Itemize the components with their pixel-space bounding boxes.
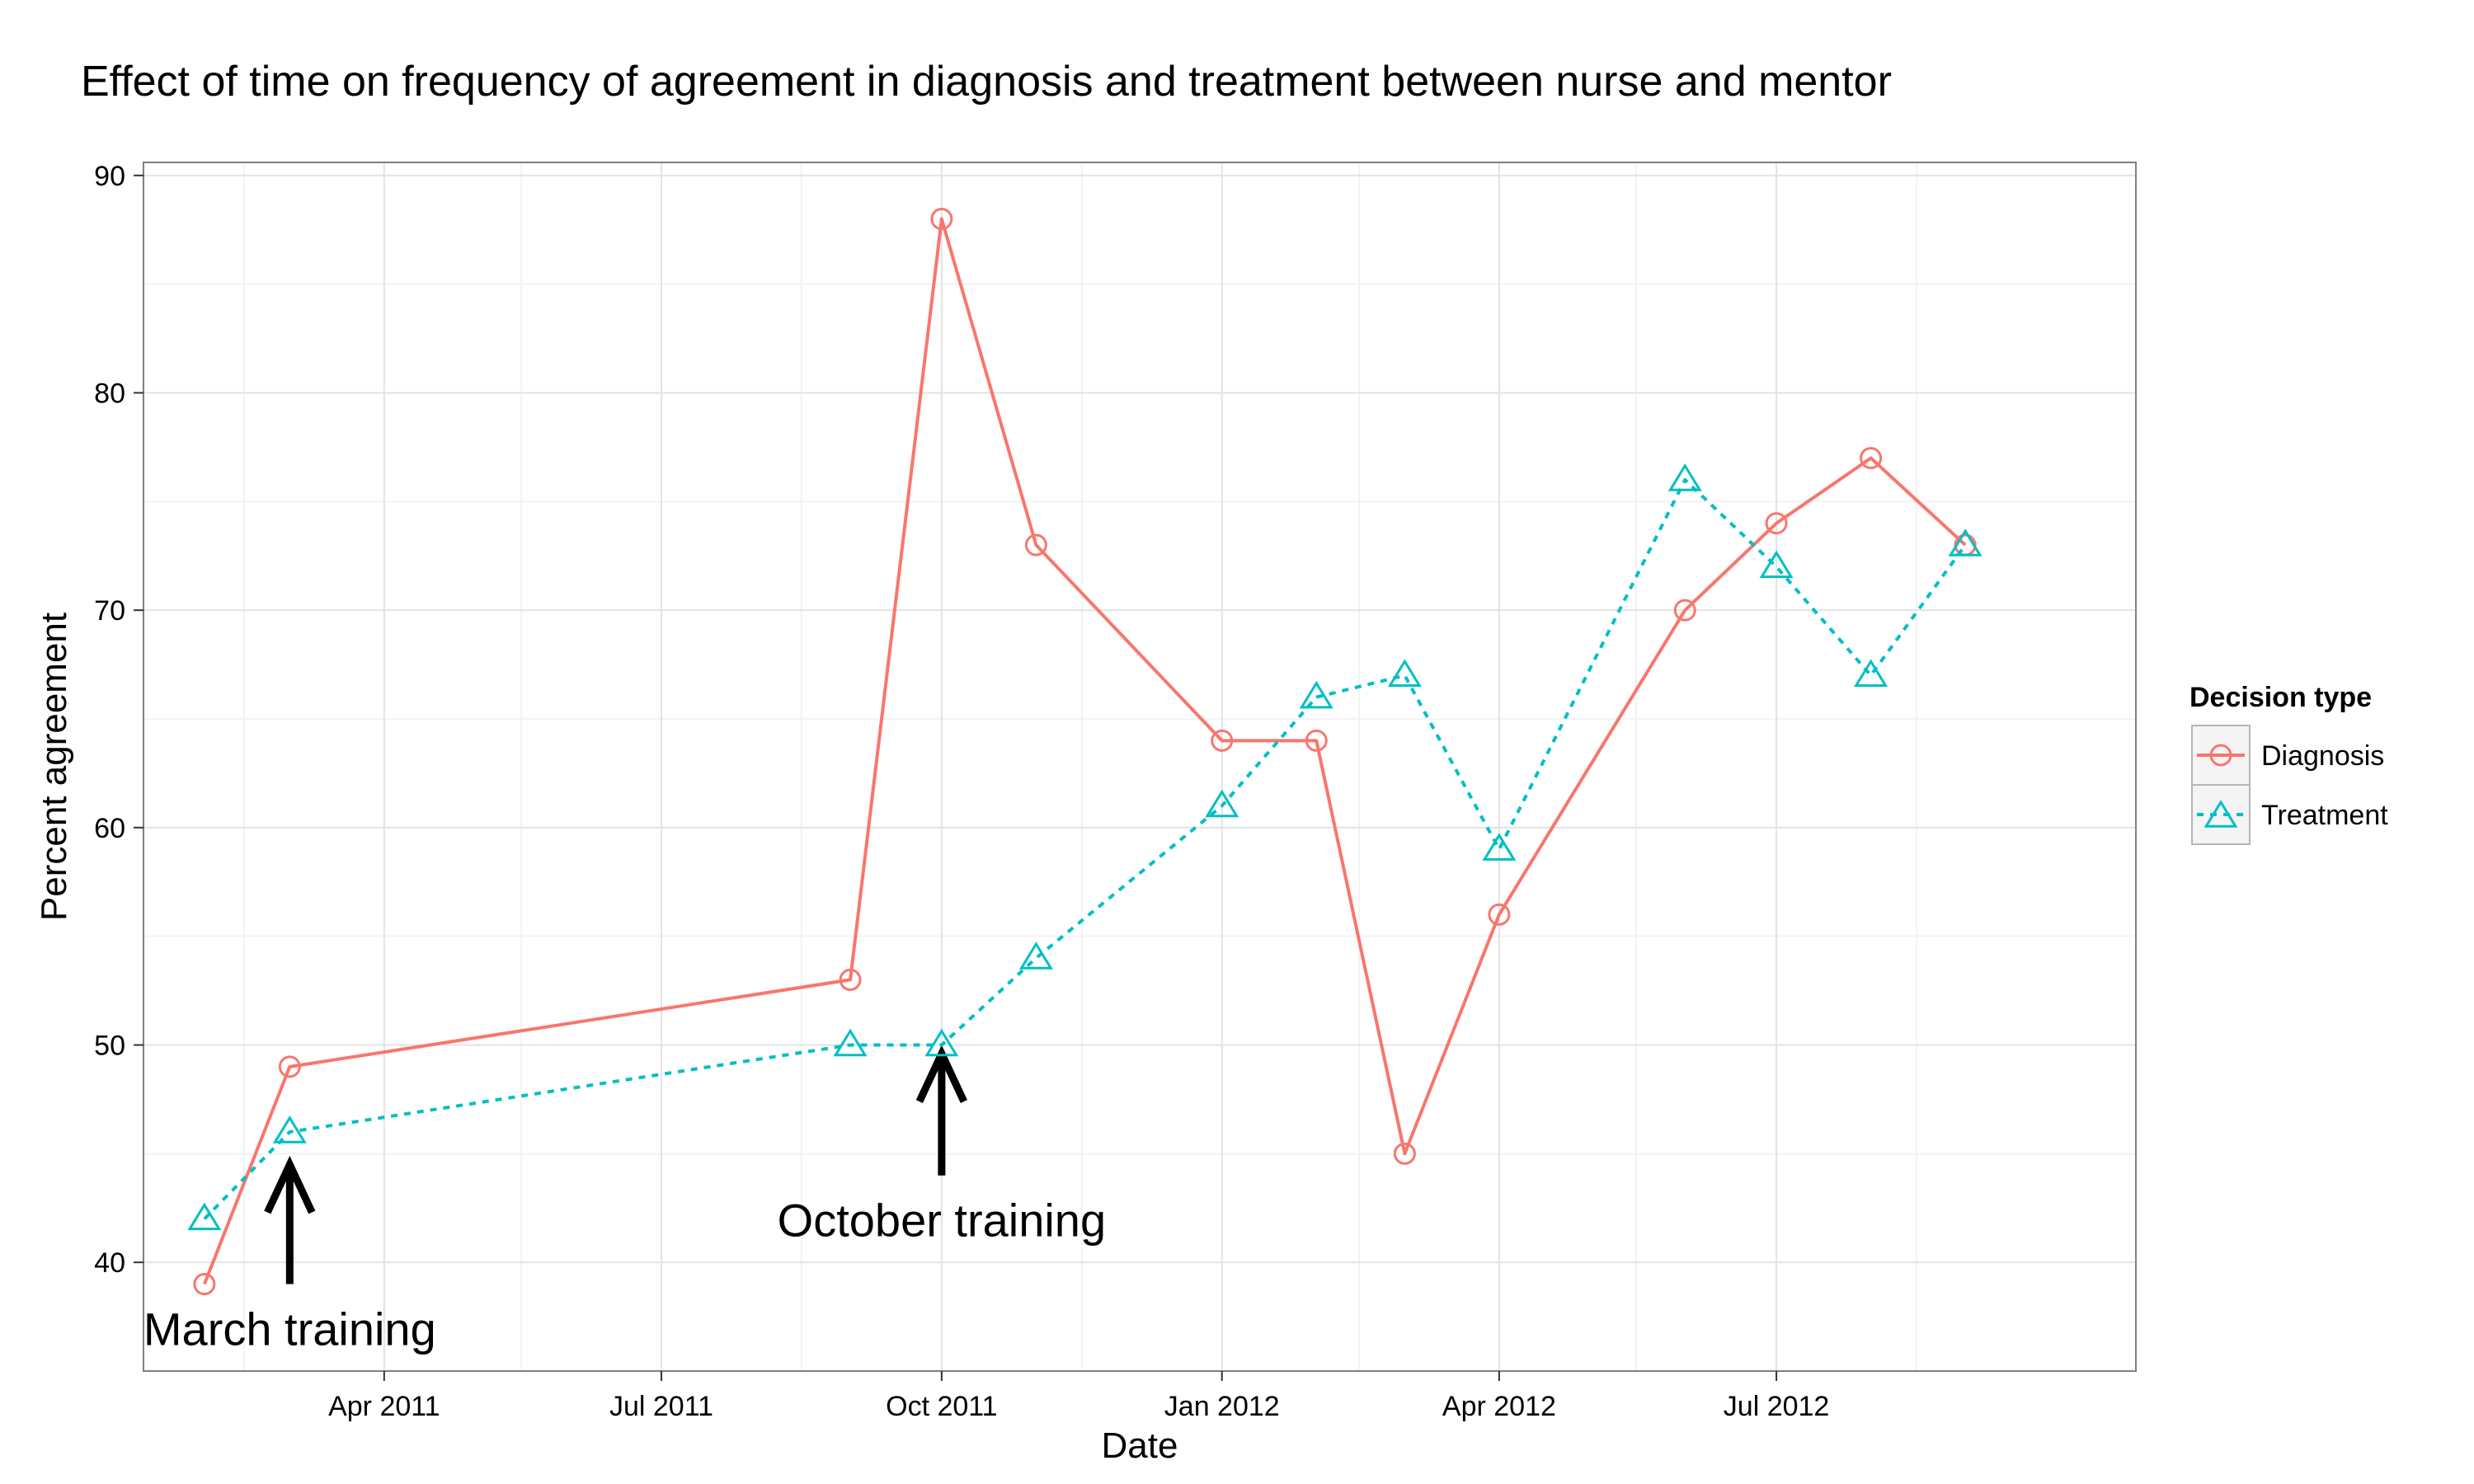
y-tick-label: 50 [94, 1030, 125, 1061]
chart-title: Effect of time on frequency of agreement… [81, 58, 1892, 106]
data-point-circle [1305, 729, 1328, 752]
legend-label: Diagnosis [2261, 740, 2384, 772]
x-axis-title: Date [1102, 1425, 1178, 1466]
data-point-triangle [272, 1115, 307, 1144]
data-point-circle [1211, 729, 1234, 752]
x-tick-label: Apr 2011 [328, 1391, 440, 1422]
data-point-triangle [1205, 789, 1239, 818]
plot-border [143, 162, 2137, 1372]
legend-items: Diagnosis Treatment [2191, 725, 2388, 845]
y-axis-title: Percent agreement [34, 613, 74, 921]
data-point-circle [839, 968, 862, 991]
data-point-circle [1393, 1142, 1416, 1165]
x-tick-label: Jan 2012 [1164, 1391, 1280, 1422]
data-point-triangle [1299, 680, 1333, 709]
data-point-triangle [2204, 800, 2238, 828]
x-tick-label: Jul 2011 [609, 1391, 713, 1422]
data-point-triangle [924, 1028, 959, 1057]
data-point-circle [1024, 533, 1047, 556]
data-point-triangle [187, 1202, 222, 1231]
data-point-circle [1673, 599, 1696, 622]
data-point-circle [1488, 903, 1511, 926]
data-point-triangle [1854, 659, 1888, 687]
gridlines [143, 162, 2136, 1371]
data-point-triangle [1387, 659, 1422, 687]
data-point-circle [278, 1055, 301, 1078]
data-point-triangle [1482, 833, 1517, 861]
legend: Decision type Diagnosis Treatment [2189, 682, 2388, 845]
series-group [187, 208, 1982, 1296]
y-tick-label: 80 [94, 378, 125, 409]
x-tick-label: Apr 2012 [1442, 1391, 1556, 1422]
series-diagnosis [193, 208, 1977, 1296]
data-point-triangle [1667, 463, 1702, 491]
series-treatment [187, 463, 1982, 1231]
annotations: March training October training [143, 1045, 1106, 1355]
axes: 40 50 60 70 80 90 Apr 2011 Jul 2011 Oct 2011 Jan … [94, 161, 1829, 1422]
data-point-circle [193, 1273, 216, 1296]
series-line-diagnosis [203, 217, 1967, 1285]
x-tick-label: Jul 2012 [1724, 1391, 1830, 1422]
data-point-triangle [1018, 942, 1053, 970]
plot-panel [143, 162, 2136, 1371]
y-tick-label: 70 [94, 595, 125, 627]
data-point-triangle [833, 1028, 868, 1057]
legend-label: Treatment [2261, 800, 2388, 831]
annotation-arrow-head [915, 1045, 967, 1103]
data-point-circle [930, 208, 953, 231]
annotation-arrow-head [264, 1155, 316, 1214]
data-point-circle [1765, 512, 1788, 535]
series-line-treatment [203, 477, 1967, 1220]
x-tick-label: Oct 2011 [886, 1391, 997, 1422]
data-point-triangle [1948, 528, 1982, 556]
legend-title: Decision type [2189, 682, 2372, 713]
data-point-circle [1860, 447, 1883, 470]
data-point-circle [2209, 744, 2232, 767]
y-tick-label: 90 [94, 161, 125, 192]
y-tick-label: 40 [94, 1247, 125, 1279]
data-point-triangle [1759, 550, 1794, 579]
legend-item-diagnosis: Diagnosis [2191, 725, 2384, 786]
legend-item-treatment: Treatment [2191, 784, 2388, 845]
y-tick-label: 60 [94, 813, 125, 844]
annotation-label: October training [778, 1195, 1106, 1247]
annotation-label: March training [143, 1303, 436, 1355]
